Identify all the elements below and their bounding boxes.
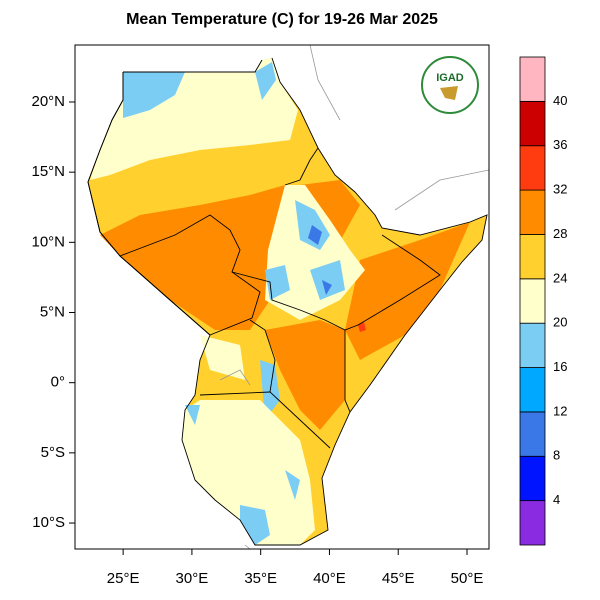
map-frame [74, 44, 490, 550]
colorbar-box [519, 145, 546, 191]
y-tick-label: 10°S [32, 514, 65, 531]
colorbar-box [519, 278, 546, 324]
region-blue-south [185, 405, 300, 545]
outside-borders [219, 44, 490, 550]
map-title: Mean Temperature (C) for 19-26 Mar 2025 [126, 11, 438, 28]
colorbar-label: 12 [553, 403, 567, 418]
x-tick-label: 50°E [451, 570, 484, 587]
colorbar-label: 20 [553, 315, 567, 330]
y-tick-label: 5°S [41, 444, 65, 461]
map-area: IGAD [74, 44, 490, 550]
region-blue-highlands [260, 200, 345, 420]
y-tick-label: 5°N [40, 303, 65, 320]
colorbar-label: 40 [553, 93, 567, 108]
x-tick-label: 35°E [244, 570, 277, 587]
x-tick-label: 40°E [313, 570, 346, 587]
y-tick-label: 0° [51, 374, 65, 391]
logo-text: IGAD [436, 72, 464, 84]
colorbar-box [519, 455, 546, 502]
y-tick-label: 10°N [31, 233, 65, 250]
colorbar-box [519, 367, 546, 413]
colorbar-box [519, 56, 546, 102]
y-tick-label: 20°N [31, 93, 65, 110]
colorbar-label: 24 [553, 270, 567, 285]
igad-logo: IGAD [421, 56, 479, 114]
colorbar-label: 32 [553, 182, 567, 197]
x-tick-label: 45°E [382, 570, 415, 587]
colorbar-box [519, 234, 546, 280]
colorbar-label: 28 [553, 226, 567, 241]
colorbar-label: 16 [553, 359, 567, 374]
colorbar-label: 8 [553, 448, 560, 463]
colorbar-box [519, 189, 546, 235]
region-dark-blue [308, 225, 332, 295]
region-cool-south [182, 335, 315, 545]
colorbar-box [519, 322, 546, 368]
region-red-spot [358, 322, 366, 332]
colorbar-box [519, 100, 546, 147]
y-tick-label: 15°N [31, 163, 65, 180]
region-blue-north [123, 62, 276, 118]
region-hot-center [100, 180, 470, 430]
country-borders [87, 57, 488, 546]
colorbar-label: 4 [553, 492, 560, 507]
colorbar-label: 36 [553, 137, 567, 152]
x-tick-label: 25°E [107, 570, 140, 587]
colorbar-box [519, 411, 546, 457]
x-tick-label: 30°E [176, 570, 209, 587]
colorbar-box [519, 500, 546, 546]
